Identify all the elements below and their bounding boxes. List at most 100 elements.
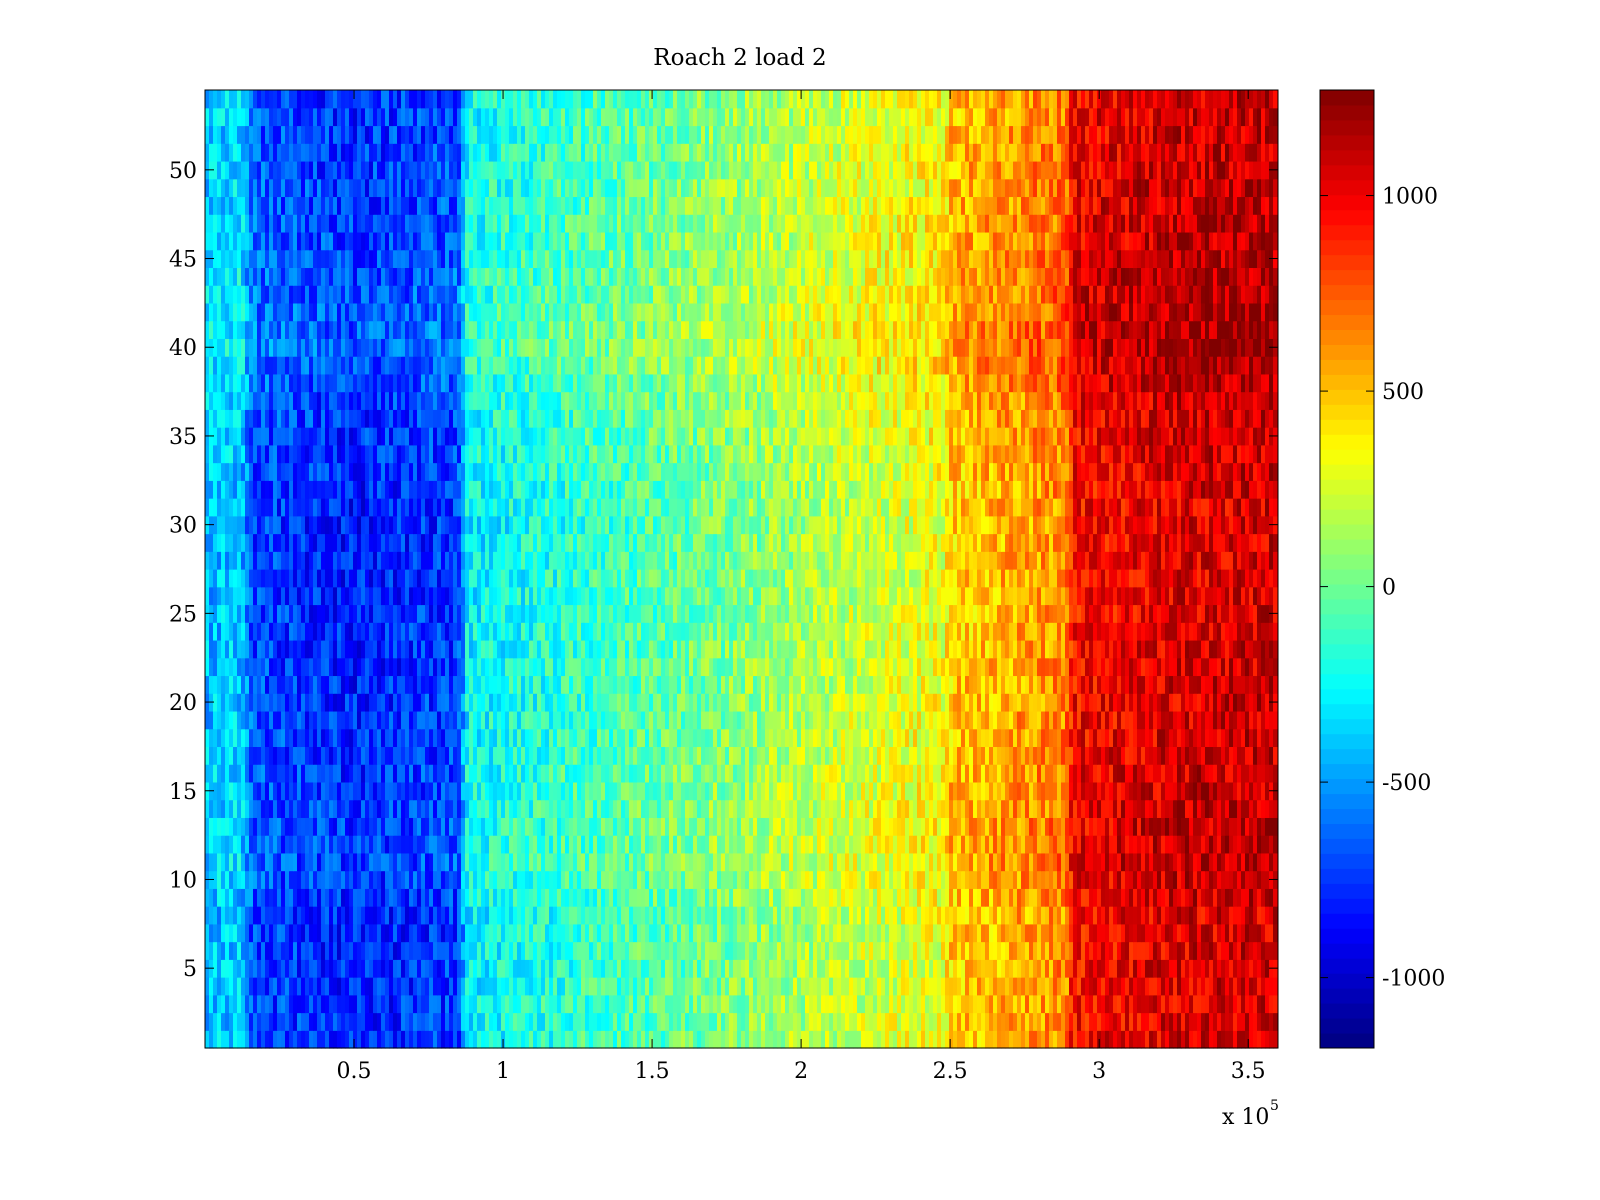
heatmap-cell bbox=[405, 835, 410, 854]
heatmap-cell bbox=[1117, 799, 1122, 818]
heatmap-cell bbox=[365, 799, 370, 818]
heatmap-cell bbox=[505, 923, 510, 943]
heatmap-cell bbox=[745, 781, 750, 801]
heatmap-cell bbox=[1109, 977, 1114, 996]
heatmap-cell bbox=[981, 817, 986, 836]
heatmap-cell bbox=[581, 959, 586, 978]
heatmap-cell bbox=[1177, 746, 1182, 765]
heatmap-cell bbox=[753, 835, 758, 854]
heatmap-cell bbox=[781, 941, 786, 960]
heatmap-cell bbox=[1205, 817, 1210, 836]
heatmap-cell bbox=[369, 994, 374, 1014]
heatmap-cell bbox=[1069, 977, 1074, 996]
heatmap-cell bbox=[665, 870, 670, 889]
heatmap-cell bbox=[249, 1012, 254, 1031]
heatmap-cell bbox=[741, 994, 746, 1014]
heatmap-cell bbox=[997, 870, 1002, 889]
heatmap-cell bbox=[765, 888, 770, 907]
heatmap-cell bbox=[441, 959, 446, 978]
heatmap-cell bbox=[1117, 959, 1122, 978]
heatmap-cell bbox=[1085, 870, 1090, 889]
heatmap-cell bbox=[265, 906, 270, 925]
heatmap-cell bbox=[721, 977, 726, 996]
heatmap-cell bbox=[413, 906, 418, 925]
heatmap-cell bbox=[1245, 977, 1250, 996]
heatmap-cell bbox=[601, 959, 606, 978]
heatmap-cell bbox=[813, 728, 818, 748]
heatmap-cell bbox=[737, 781, 742, 801]
heatmap-cell bbox=[1273, 746, 1278, 765]
heatmap-cell bbox=[893, 781, 898, 801]
heatmap-cell bbox=[617, 835, 622, 854]
heatmap-cell bbox=[513, 906, 518, 925]
heatmap-cell bbox=[481, 852, 486, 872]
heatmap-cell bbox=[1241, 888, 1246, 907]
heatmap-cell bbox=[1177, 923, 1182, 943]
heatmap-cell bbox=[1205, 994, 1210, 1014]
heatmap-cell bbox=[1117, 888, 1122, 907]
heatmap-cell bbox=[961, 852, 966, 872]
heatmap-cell bbox=[1217, 728, 1222, 748]
heatmap-cell bbox=[837, 977, 842, 996]
heatmap-cell bbox=[833, 870, 838, 889]
heatmap-cell bbox=[1097, 888, 1102, 907]
heatmap-cell bbox=[417, 959, 422, 978]
heatmap-cell bbox=[365, 746, 370, 765]
heatmap-cell bbox=[1193, 799, 1198, 818]
heatmap-cell bbox=[865, 817, 870, 836]
heatmap-cell bbox=[1185, 977, 1190, 996]
heatmap-cell bbox=[409, 781, 414, 801]
heatmap-cell bbox=[869, 728, 874, 748]
heatmap-cell bbox=[1121, 888, 1126, 907]
heatmap-cell bbox=[801, 728, 806, 748]
heatmap-cell bbox=[833, 728, 838, 748]
heatmap-cell bbox=[289, 888, 294, 907]
heatmap-cell bbox=[753, 994, 758, 1014]
heatmap-cell bbox=[465, 1012, 470, 1031]
heatmap-cell bbox=[445, 870, 450, 889]
heatmap-cell bbox=[217, 888, 222, 907]
heatmap-cell bbox=[225, 906, 230, 925]
heatmap-cell bbox=[493, 835, 498, 854]
heatmap-cell bbox=[585, 888, 590, 907]
heatmap-cell bbox=[573, 710, 578, 730]
heatmap-cell bbox=[1057, 906, 1062, 925]
heatmap-cell bbox=[393, 746, 398, 765]
heatmap-cell bbox=[1237, 781, 1242, 801]
heatmap-cell bbox=[849, 994, 854, 1014]
heatmap-cell bbox=[473, 852, 478, 872]
heatmap-cell bbox=[653, 1012, 658, 1031]
heatmap-cell bbox=[1173, 906, 1178, 925]
heatmap-cell bbox=[385, 781, 390, 801]
heatmap-cell bbox=[477, 781, 482, 801]
heatmap-cell bbox=[461, 728, 466, 748]
heatmap-cell bbox=[757, 1030, 762, 1049]
heatmap-cell bbox=[1013, 888, 1018, 907]
heatmap-cell bbox=[493, 923, 498, 943]
heatmap-cell bbox=[789, 764, 794, 783]
heatmap-cell bbox=[821, 923, 826, 943]
heatmap-cell bbox=[705, 1012, 710, 1031]
heatmap-cell bbox=[825, 941, 830, 960]
heatmap-cell bbox=[481, 781, 486, 801]
heatmap-cell bbox=[1137, 799, 1142, 818]
heatmap-cell bbox=[865, 923, 870, 943]
heatmap-cell bbox=[861, 852, 866, 872]
heatmap-cell bbox=[489, 817, 494, 836]
heatmap-cell bbox=[537, 728, 542, 748]
heatmap-cell bbox=[305, 852, 310, 872]
heatmap-cell bbox=[877, 1012, 882, 1031]
heatmap-cell bbox=[729, 888, 734, 907]
heatmap-cell bbox=[1149, 817, 1154, 836]
heatmap-cell bbox=[1173, 941, 1178, 960]
heatmap-cell bbox=[933, 817, 938, 836]
heatmap-cell bbox=[921, 994, 926, 1014]
heatmap-cell bbox=[701, 906, 706, 925]
heatmap-cell bbox=[1053, 817, 1058, 836]
heatmap-cell bbox=[701, 728, 706, 748]
heatmap-cell bbox=[1237, 977, 1242, 996]
heatmap-cell bbox=[213, 923, 218, 943]
heatmap-cell bbox=[1105, 994, 1110, 1014]
heatmap-cell bbox=[485, 959, 490, 978]
heatmap-cell bbox=[293, 923, 298, 943]
